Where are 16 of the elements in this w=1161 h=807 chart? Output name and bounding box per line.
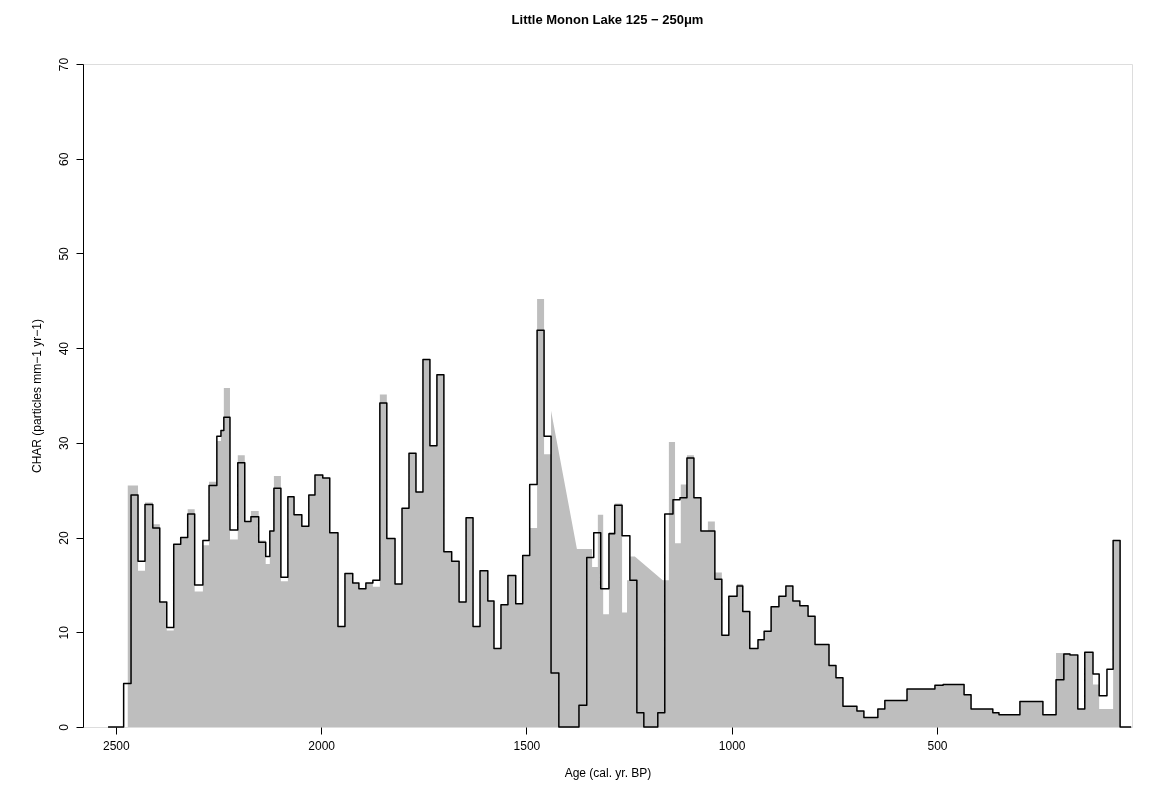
y-tick-label: 40 [56,341,71,356]
y-tick-label: 50 [56,246,71,261]
x-tick-label: 2500 [102,738,131,753]
y-tick-label: 60 [56,152,71,166]
y-tick-label: 0 [56,723,71,731]
y-tick-label: 10 [56,625,71,640]
y-axis-title: CHAR (particles mm−1 yr−1) [29,318,44,474]
x-tick-label: 1000 [718,738,746,753]
x-tick-label: 1500 [513,738,541,753]
x-axis-title: Age (cal. yr. BP) [564,765,652,780]
x-tick-label: 2000 [308,738,336,753]
y-tick-label: 70 [56,57,71,72]
chart-title: Little Monon Lake 125 − 250μm [511,12,704,28]
y-tick-label: 20 [56,531,71,545]
x-tick-label: 500 [927,738,948,753]
y-tick-label: 30 [56,436,71,451]
